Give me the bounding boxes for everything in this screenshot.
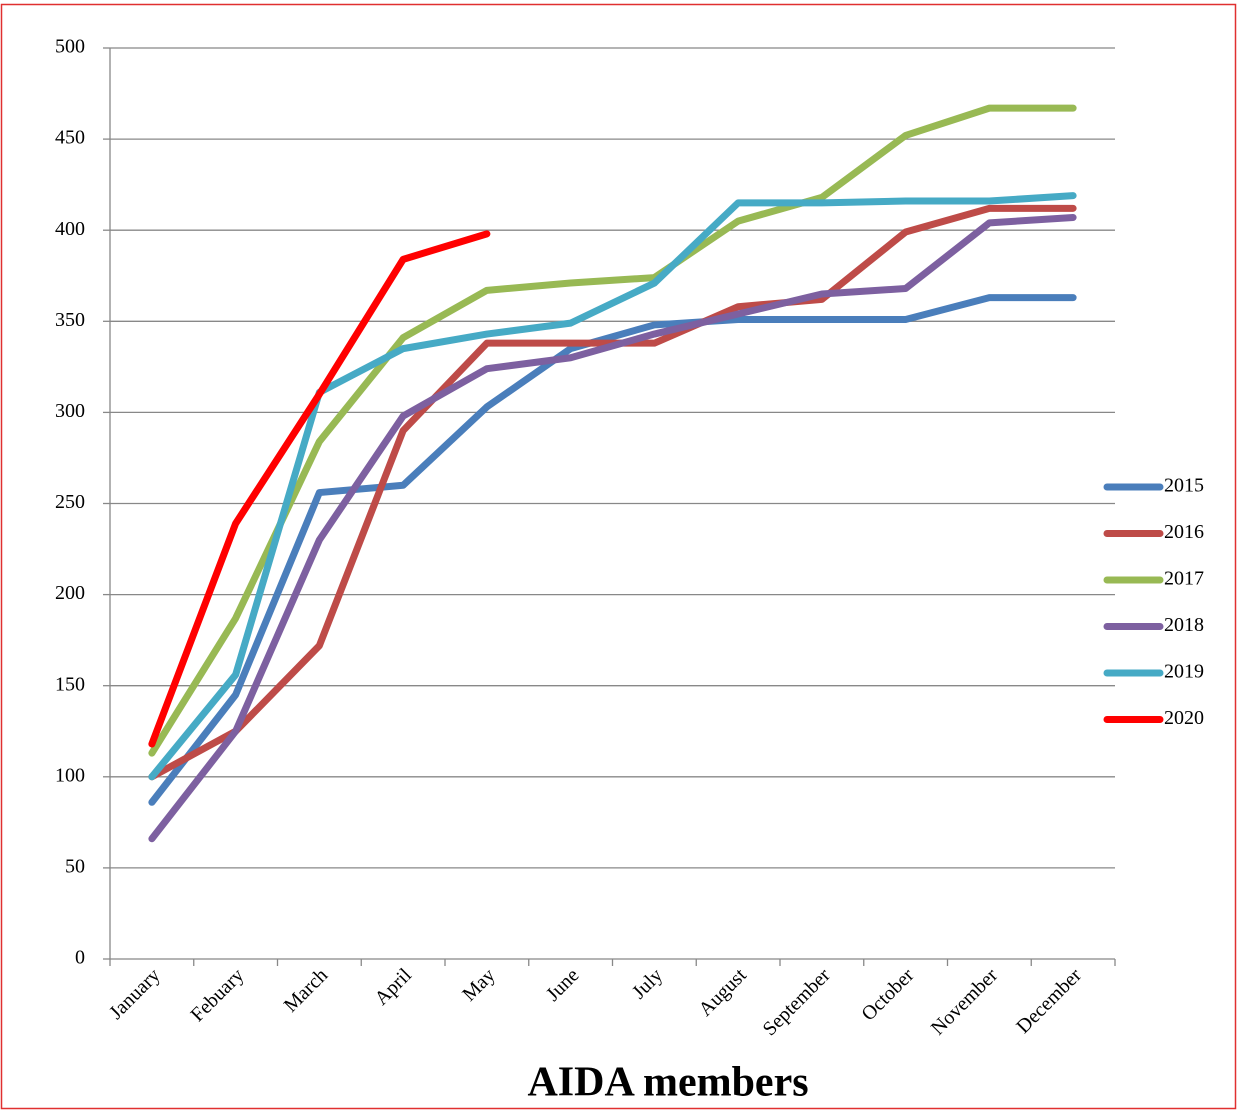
x-tick-label: May <box>458 964 499 1005</box>
x-tick-label: August <box>694 964 751 1021</box>
y-tick-label: 50 <box>65 855 85 877</box>
y-tick-label: 250 <box>55 491 85 513</box>
x-tick-label: December <box>1012 964 1086 1038</box>
legend-label: 2020 <box>1164 707 1204 729</box>
x-tick-label: April <box>370 964 416 1010</box>
legend-label: 2015 <box>1164 475 1204 497</box>
y-tick-label: 0 <box>75 947 85 969</box>
legend-label: 2019 <box>1164 661 1204 683</box>
y-tick-label: 350 <box>55 309 85 331</box>
series-line <box>148 192 1077 781</box>
series-line <box>148 104 1077 757</box>
y-tick-label: 200 <box>55 582 85 604</box>
y-tick-label: 150 <box>55 673 85 695</box>
y-tick-label: 300 <box>55 400 85 422</box>
series-line <box>148 213 1077 843</box>
y-tick-label: 100 <box>55 764 85 786</box>
y-tick-label: 450 <box>55 127 85 149</box>
x-tick-label: January <box>105 964 165 1024</box>
x-tick-label: September <box>759 964 835 1040</box>
x-tick-label: July <box>628 964 667 1003</box>
legend-label: 2016 <box>1164 521 1204 543</box>
x-tick-label: June <box>542 964 584 1006</box>
chart-title: AIDA members <box>527 1060 808 1106</box>
series-line <box>148 294 1077 806</box>
series-line <box>148 230 491 748</box>
x-tick-label: March <box>280 964 332 1016</box>
frame <box>0 3 1237 1110</box>
legend-label: 2018 <box>1164 614 1204 636</box>
x-tick-label: Febuary <box>187 964 249 1026</box>
legend-label: 2017 <box>1164 568 1204 590</box>
y-tick-label: 500 <box>55 36 85 58</box>
x-tick-label: October <box>857 964 918 1025</box>
x-tick-label: November <box>927 964 1002 1039</box>
y-tick-label: 400 <box>55 218 85 240</box>
